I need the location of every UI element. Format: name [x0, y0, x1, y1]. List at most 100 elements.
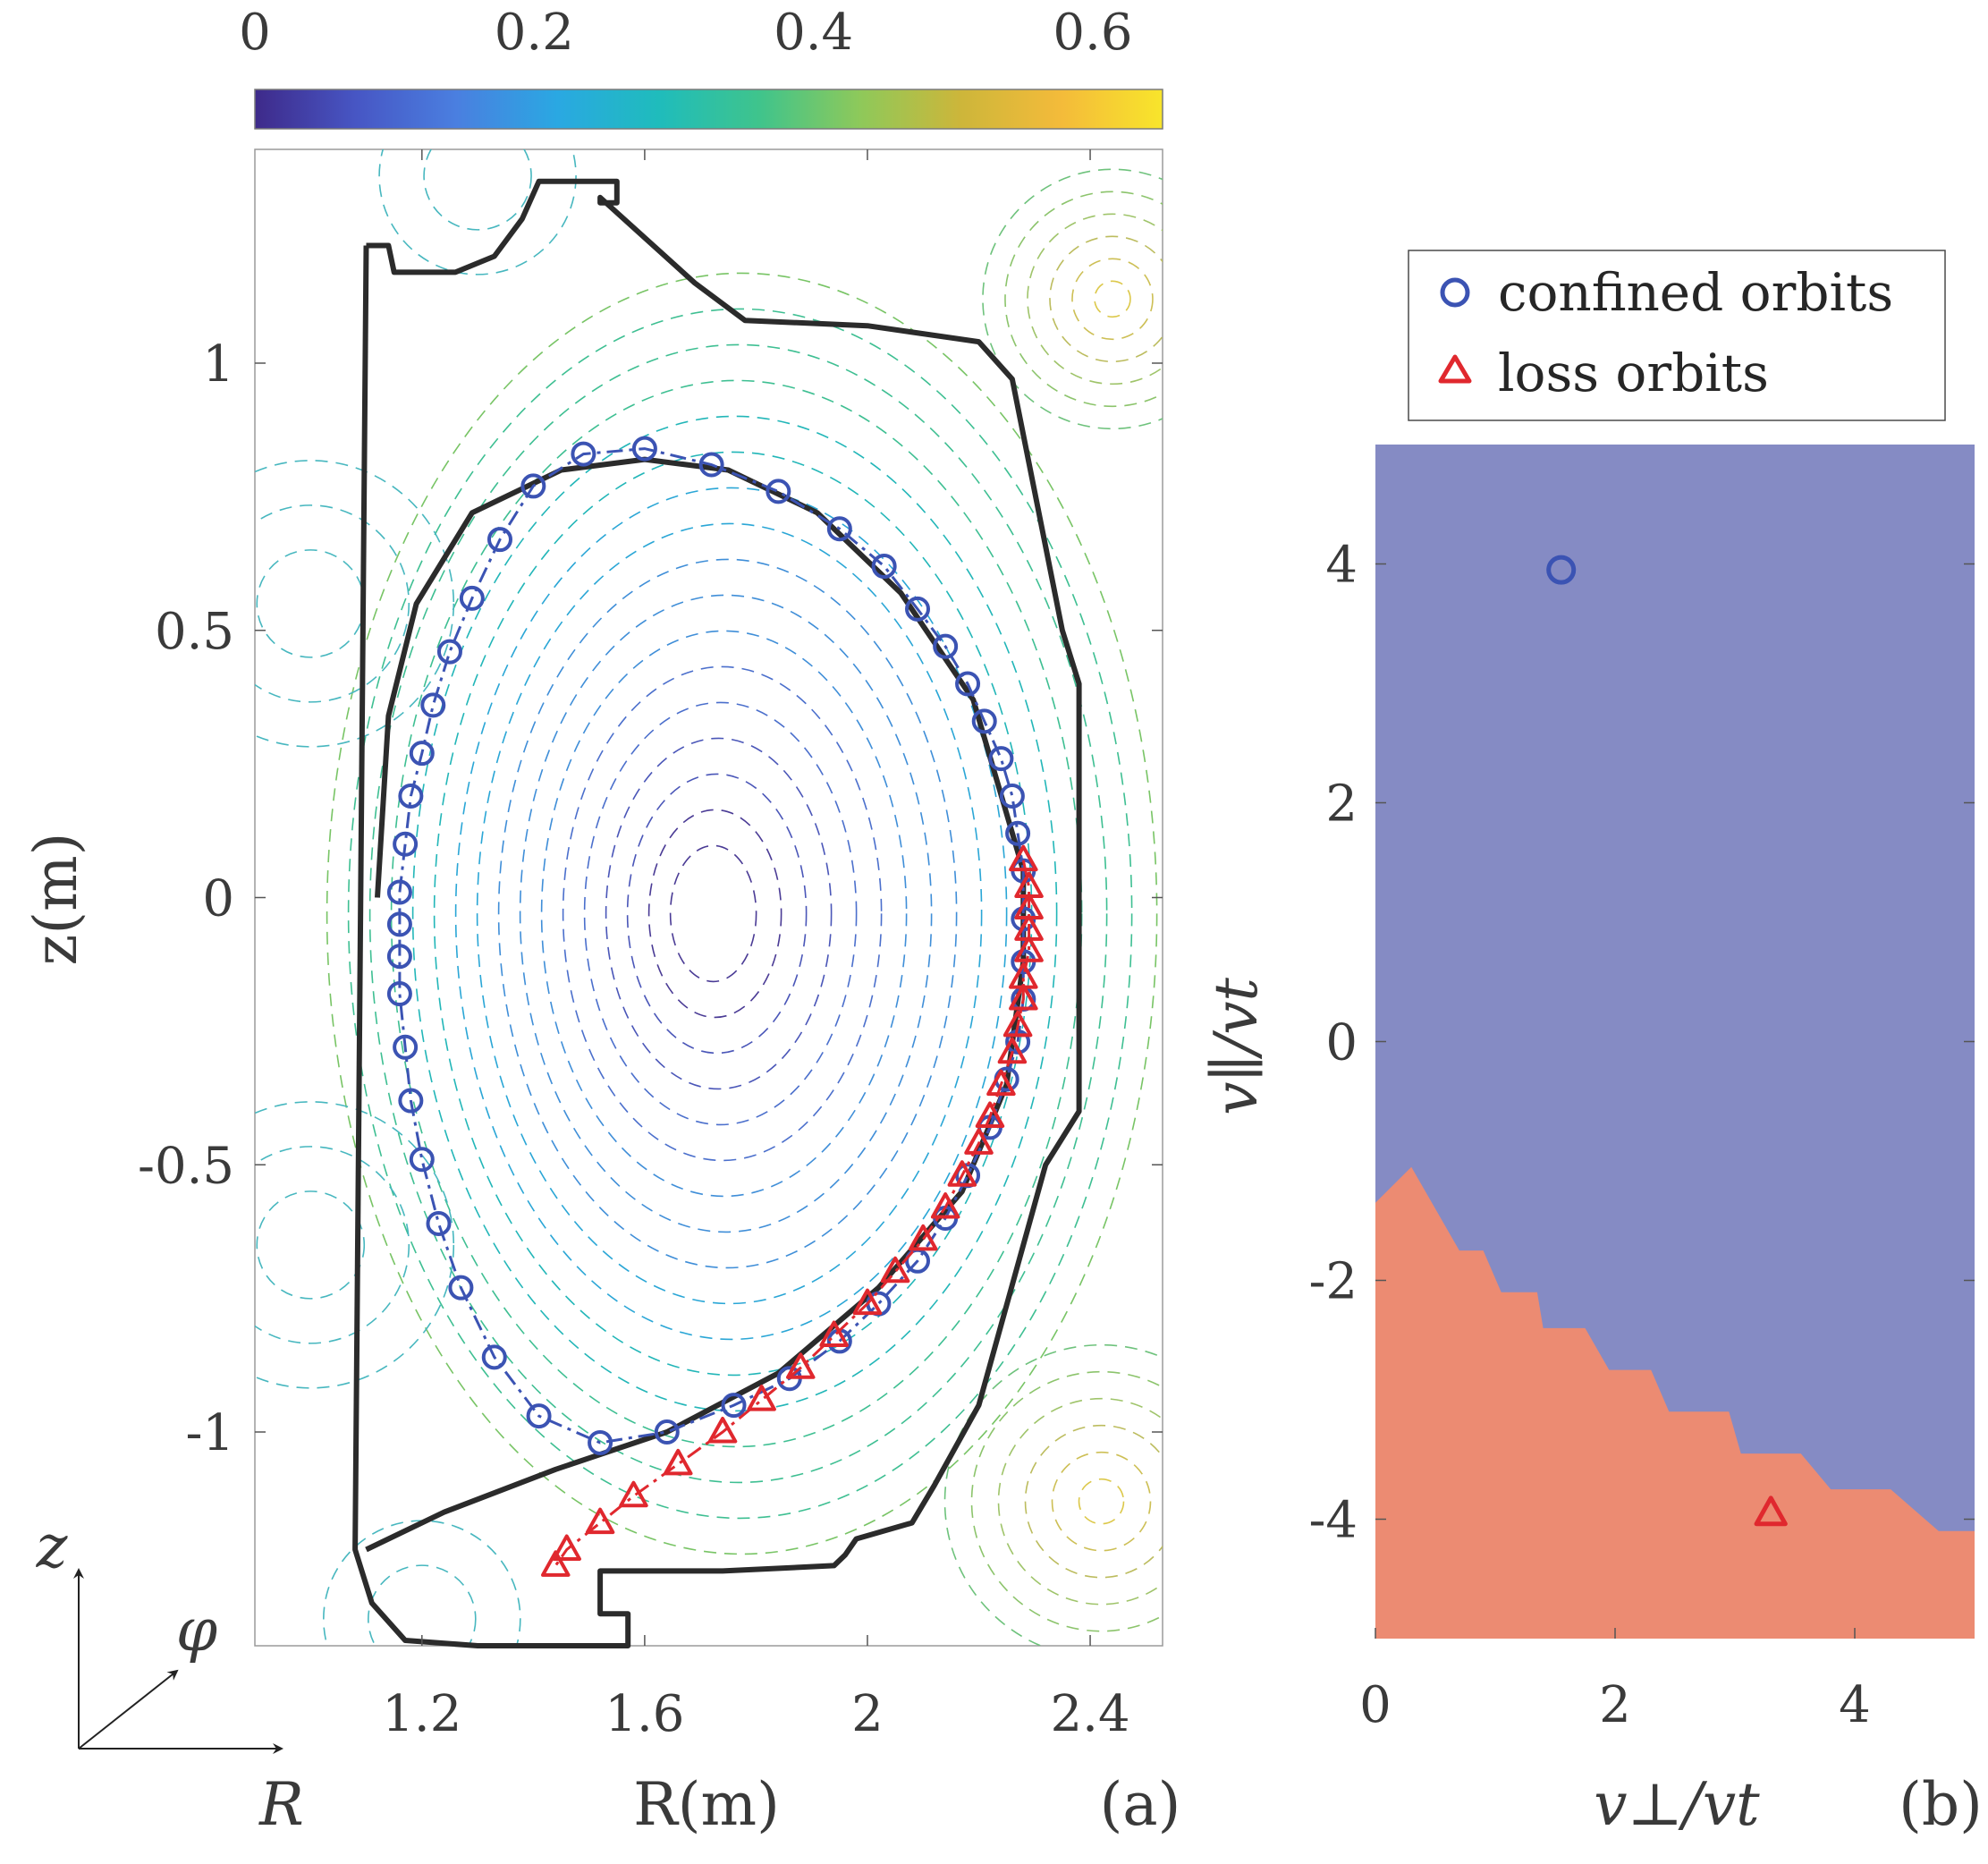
loss-orbit-point [785, 1352, 816, 1379]
loss-orbit-point [975, 1101, 1005, 1128]
flux-contour [255, 460, 455, 748]
flux-contour [368, 343, 1108, 1484]
x-tick-label: 2 [1599, 1676, 1631, 1734]
loss-sample-marker [1754, 1495, 1788, 1527]
confined-orbit-point [988, 746, 1014, 772]
phi-axis-label: φ [176, 1596, 217, 1665]
confined-orbit-point [386, 944, 412, 970]
colorbar: 0 0.2 0.4 0.6 [239, 4, 1163, 130]
loss-orbit-point [707, 1417, 738, 1444]
flux-contour [347, 308, 1133, 1520]
colorbar-gradient [254, 89, 1163, 130]
panel-a-axes-box [254, 148, 1163, 1647]
confined-orbit-point [588, 1429, 613, 1455]
flux-contours [255, 149, 1163, 1646]
panel-b-markers [1546, 555, 1788, 1527]
y-tick-label: 0 [202, 870, 234, 928]
confined-orbit-point [420, 692, 446, 718]
y-tick-label: -2 [1308, 1253, 1358, 1311]
confined-orbit-point [1005, 820, 1031, 846]
confined-orbit-point [520, 473, 546, 499]
flux-contour [647, 809, 783, 1019]
colorbar-tick-label: 0 [239, 4, 271, 62]
loss-orbit-point [997, 1037, 1028, 1064]
flux-contour [1027, 213, 1163, 386]
flux-contour [605, 737, 833, 1090]
loss-orbit-point [880, 1256, 910, 1284]
flux-contour [326, 272, 1158, 1555]
x-tick-label: 0 [1359, 1676, 1392, 1734]
vessel-wall [352, 178, 1082, 1648]
y-tick-label: 4 [1325, 537, 1358, 595]
y-tick-label: -4 [1308, 1492, 1358, 1550]
flux-contour [255, 1146, 410, 1344]
legend-box [1408, 250, 1946, 421]
loss-orbit-point [908, 1224, 938, 1251]
panel-a-ylabel: z(m) [21, 833, 90, 966]
confined-orbit-point [398, 783, 424, 809]
confined-orbit-point [448, 1275, 474, 1301]
y-tick-label: -0.5 [138, 1137, 234, 1195]
flux-contour [411, 415, 1058, 1412]
flux-contour [476, 522, 983, 1305]
panel-b: 0 2 4 4 2 0 -2 -4 (b) v⊥/vt v∥/vt confined orbi… [1202, 250, 1983, 1839]
confined-orbit-point [393, 831, 419, 857]
confined-orbit-point [409, 741, 435, 767]
panel-b-ylabel-text: v∥/vt [1202, 978, 1271, 1115]
confined-orbit-point [526, 1403, 552, 1429]
y-tick-label: 0 [1325, 1014, 1358, 1072]
confined-orbit-point [955, 671, 981, 697]
x-tick-label: 1.6 [605, 1685, 684, 1743]
loss-orbit-point [1009, 984, 1038, 1011]
confined-orbit-point [571, 441, 596, 467]
legend-loss-marker [1438, 354, 1472, 384]
panel-a-tag: (a) [1100, 1770, 1181, 1839]
flux-contour [562, 665, 883, 1162]
z-axis-label: z [36, 1512, 69, 1581]
confined-orbit-line [398, 447, 1025, 1445]
confined-orbit-point [386, 879, 412, 905]
loss-orbit-point [664, 1448, 693, 1476]
colorbar-tick-label: 0.6 [1053, 4, 1132, 62]
x-tick-label: 2.4 [1051, 1685, 1130, 1743]
confined-orbit-point [905, 596, 931, 622]
flux-contour [519, 594, 933, 1233]
loss-orbit-point [747, 1385, 776, 1411]
confined-orbit-point [654, 1419, 680, 1445]
separatrix [365, 456, 1027, 1553]
x-tick-label: 4 [1839, 1676, 1871, 1734]
flux-contour [669, 844, 757, 983]
loss-orbit-point [964, 1128, 994, 1155]
loss-orbit-point [1002, 1010, 1033, 1038]
confined-orbit-point [871, 554, 897, 580]
loss-orbit-point [1014, 936, 1044, 962]
y-tick-label: -1 [185, 1404, 234, 1462]
panel-a-xlabel: R(m) [633, 1770, 780, 1839]
confined-orbit-point [398, 1088, 424, 1114]
flux-contour [1051, 1451, 1152, 1552]
loss-orbit-point [819, 1320, 849, 1347]
panel-a: 1.2 1.6 2 2.4 1 0.5 0 -0.5 -1 R(m) z(m) (a) z φ … [21, 148, 1181, 1839]
flux-contour [256, 1190, 366, 1300]
panel-b-xlabel-text: v⊥/vt [1594, 1770, 1760, 1839]
confined-orbit-point [386, 981, 412, 1007]
x-tick-label: 1.2 [382, 1685, 461, 1743]
confined-orbit-point [631, 436, 657, 462]
loss-orbit-point [541, 1550, 571, 1577]
colorbar-tick-label: 0.2 [495, 4, 574, 62]
flux-contour [1094, 280, 1131, 318]
confined-orbit-point [459, 585, 485, 611]
panel-b-ticks: 0 2 4 4 2 0 -2 -4 [1308, 537, 1975, 1734]
confined-orbit-point [481, 1344, 507, 1370]
flux-contour [997, 1397, 1163, 1606]
legend-confined-label: confined orbits [1498, 262, 1893, 323]
confined-orbit-point [386, 911, 412, 937]
flux-contour [1024, 1424, 1163, 1579]
confined-orbit-point [766, 479, 791, 504]
confined-orbit-point [436, 639, 462, 665]
axes-indicator: z φ R [36, 1512, 304, 1839]
y-tick-label: 2 [1325, 775, 1358, 834]
flux-contour [1078, 1478, 1125, 1525]
flux-contour [1049, 235, 1163, 363]
y-tick-label: 1 [202, 335, 234, 394]
